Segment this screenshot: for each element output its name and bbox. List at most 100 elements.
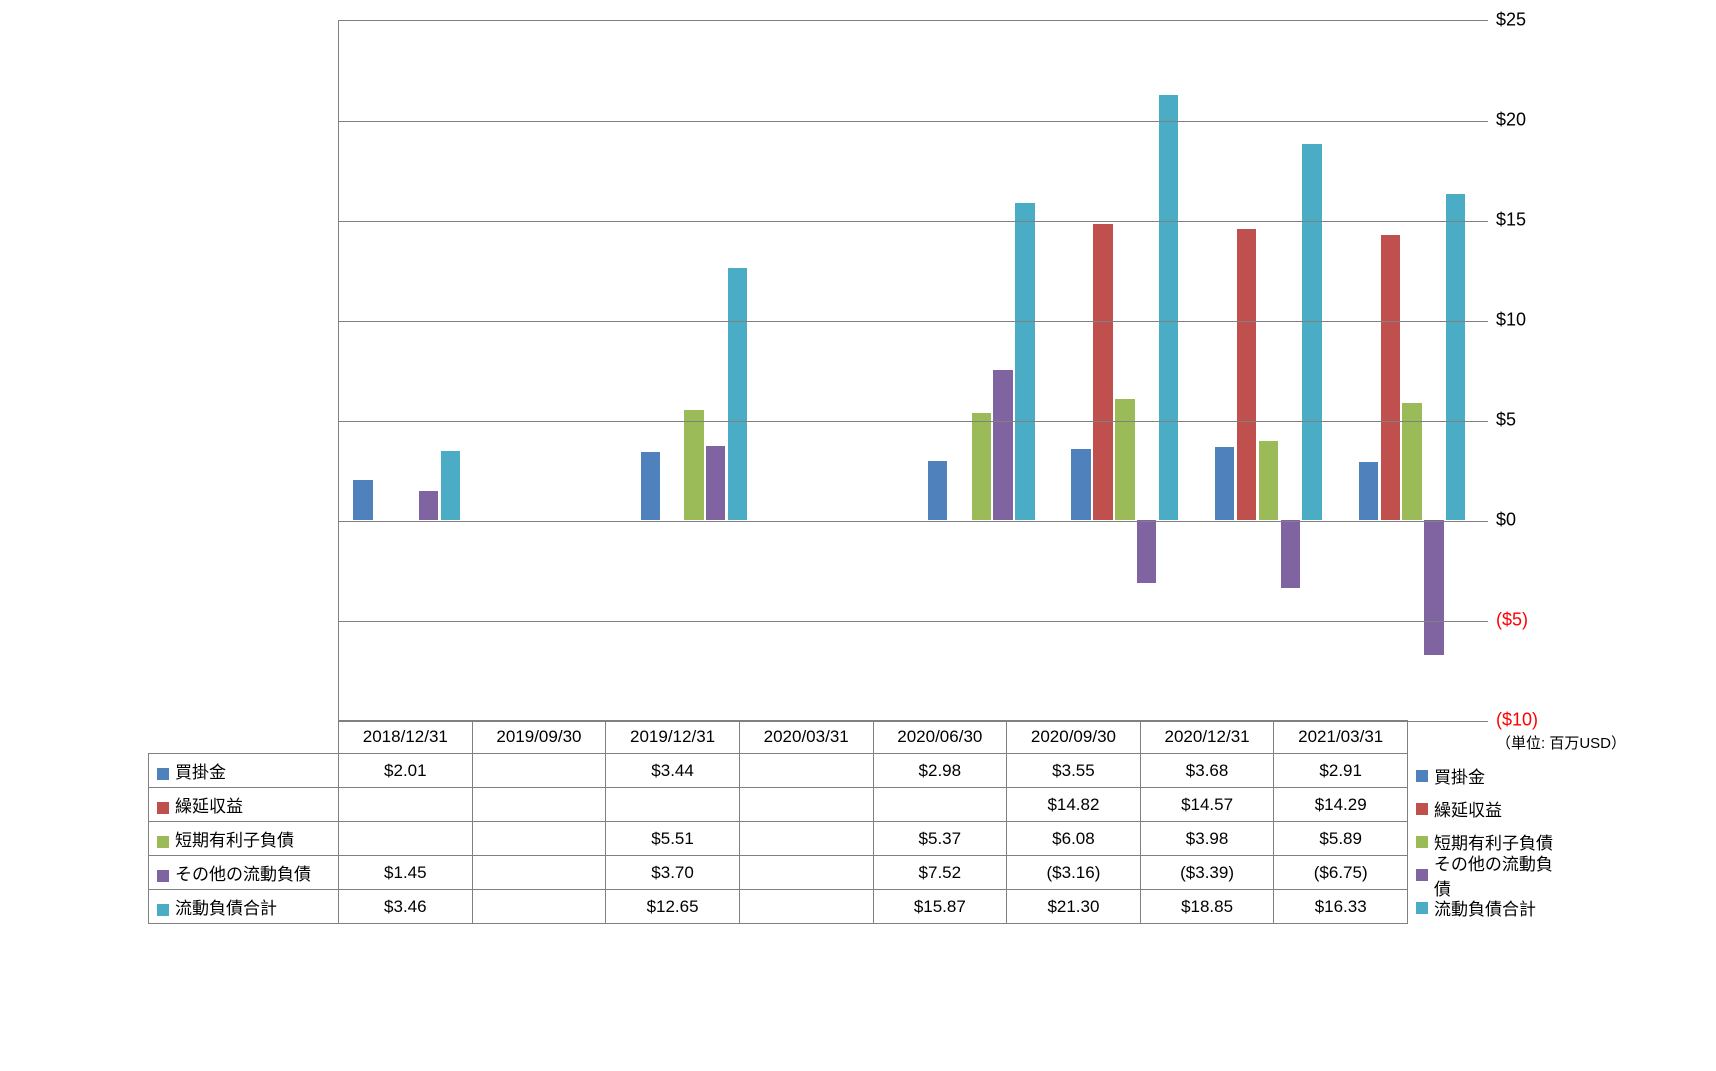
cell: ($3.39) (1140, 856, 1274, 890)
gridline (339, 321, 1488, 322)
legend-swatch (1416, 803, 1428, 815)
cell (606, 788, 740, 822)
cell: ($6.75) (1274, 856, 1408, 890)
period-group (626, 21, 770, 720)
row-label-text: 買掛金 (175, 763, 226, 782)
bar-total (1015, 203, 1034, 520)
cell: $5.37 (873, 822, 1007, 856)
legend-swatch (1416, 770, 1428, 782)
cell (739, 788, 873, 822)
y-axis: $25$20$15$10$5$0($5)($10)（単位: 百万USD） (1488, 20, 1568, 720)
cell: $5.89 (1274, 822, 1408, 856)
cell: $18.85 (1140, 890, 1274, 924)
cell: $2.98 (873, 754, 1007, 788)
period-header: 2018/12/31 (339, 721, 473, 754)
row-label-total: 流動負債合計 (149, 890, 339, 924)
bar-total (441, 451, 460, 520)
period-header: 2020/12/31 (1140, 721, 1274, 754)
y-tick-label: $5 (1496, 410, 1516, 431)
cell (739, 890, 873, 924)
plot-area: $25$20$15$10$5$0($5)($10)（単位: 百万USD） (148, 20, 1568, 720)
gridline (339, 421, 1488, 422)
bar-ap (928, 461, 947, 521)
cell: $16.33 (1274, 890, 1408, 924)
y-tick-label: $20 (1496, 110, 1526, 131)
cell: $2.01 (339, 754, 473, 788)
cell: $5.51 (606, 822, 740, 856)
cell (472, 890, 606, 924)
bar-deferred (1237, 229, 1256, 520)
row-label-stdebt: 短期有利子負債 (149, 822, 339, 856)
row-label-deferred: 繰延収益 (149, 788, 339, 822)
period-group (914, 21, 1058, 720)
cell: $7.52 (873, 856, 1007, 890)
bar-ap (1071, 449, 1090, 520)
legend-label: 繰延収益 (1434, 796, 1502, 821)
bar-ap (641, 452, 660, 521)
period-header: 2020/06/30 (873, 721, 1007, 754)
bar-ap (1215, 447, 1234, 520)
row-label-text: 流動負債合計 (175, 899, 277, 918)
gridline (339, 121, 1488, 122)
row-label-text: 繰延収益 (175, 797, 243, 816)
row-swatch (157, 802, 169, 814)
cell: $14.82 (1007, 788, 1141, 822)
legend-item-deferred: 繰延収益 (1416, 792, 1568, 825)
cell (739, 754, 873, 788)
cell (472, 856, 606, 890)
cell: ($3.16) (1007, 856, 1141, 890)
gridline (339, 621, 1488, 622)
plot-region (338, 20, 1488, 720)
bar-other (419, 491, 438, 520)
bar-total (1446, 194, 1465, 520)
bar-stdebt (1115, 399, 1134, 520)
row-label-other: その他の流動負債 (149, 856, 339, 890)
cell (472, 754, 606, 788)
cell: $6.08 (1007, 822, 1141, 856)
period-group (770, 21, 914, 720)
cell (472, 822, 606, 856)
period-group (1201, 21, 1345, 720)
bar-deferred (1093, 224, 1112, 520)
y-tick-label: $25 (1496, 10, 1526, 31)
row-label-text: その他の流動負債 (175, 865, 311, 884)
data-table-wrap: 2018/12/312019/09/302019/12/312020/03/31… (148, 720, 1568, 924)
y-tick-label: ($5) (1496, 610, 1528, 631)
bar-stdebt (972, 413, 991, 520)
row-swatch (157, 870, 169, 882)
cell: $3.44 (606, 754, 740, 788)
cell: $21.30 (1007, 890, 1141, 924)
legend-swatch (1416, 869, 1428, 881)
bar-other (1424, 520, 1443, 655)
period-group (1057, 21, 1201, 720)
bar-stdebt (684, 410, 703, 520)
cell: $2.91 (1274, 754, 1408, 788)
bar-other (993, 370, 1012, 520)
legend-label: 買掛金 (1434, 763, 1485, 788)
legend-swatch (1416, 902, 1428, 914)
bar-ap (353, 480, 372, 520)
bar-other (706, 446, 725, 520)
period-header: 2019/12/31 (606, 721, 740, 754)
bar-deferred (1381, 235, 1400, 520)
period-header: 2019/09/30 (472, 721, 606, 754)
y-tick-label: $10 (1496, 310, 1526, 331)
chart-container: $25$20$15$10$5$0($5)($10)（単位: 百万USD） 201… (148, 20, 1568, 924)
cell: $3.98 (1140, 822, 1274, 856)
bar-other (1137, 520, 1156, 583)
cell: $3.55 (1007, 754, 1141, 788)
cell: $12.65 (606, 890, 740, 924)
legend-item-ap: 買掛金 (1416, 759, 1568, 792)
cell (339, 822, 473, 856)
gridline (339, 721, 1488, 722)
legend-label: その他の流動負債 (1434, 850, 1568, 900)
period-group (483, 21, 627, 720)
cell: $14.57 (1140, 788, 1274, 822)
period-group (339, 21, 483, 720)
legend-label: 流動負債合計 (1434, 895, 1536, 920)
y-tick-label: $15 (1496, 210, 1526, 231)
bar-total (728, 268, 747, 521)
cell: $3.46 (339, 890, 473, 924)
cell: $3.68 (1140, 754, 1274, 788)
row-label-text: 短期有利子負債 (175, 831, 294, 850)
